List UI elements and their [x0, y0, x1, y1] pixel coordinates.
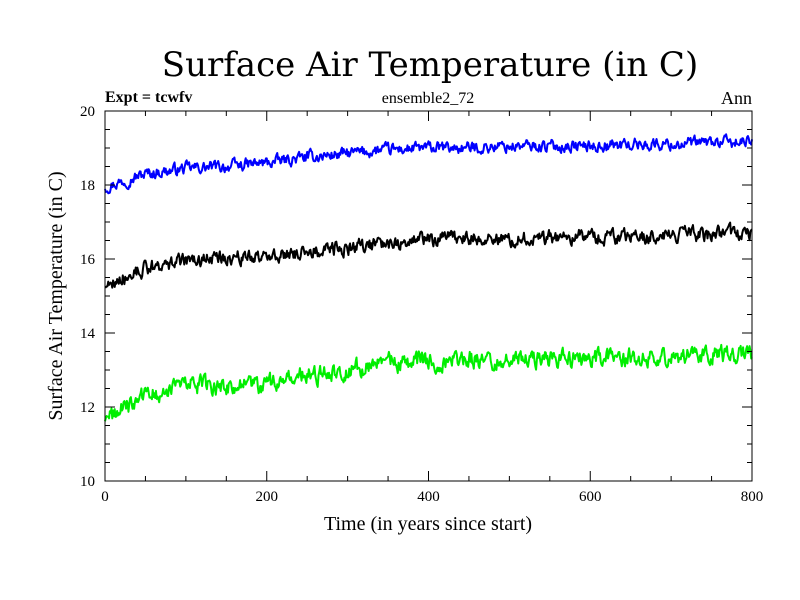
ensemble-label: ensemble2_72 — [382, 90, 474, 107]
x-tick-label: 0 — [101, 489, 109, 505]
series-layer — [104, 133, 753, 422]
y-axis-label: Surface Air Temperature (in C) — [45, 171, 67, 420]
y-tick-label: 20 — [80, 104, 95, 120]
y-tick-label: 16 — [80, 252, 96, 268]
series-line-lower — [104, 343, 753, 422]
x-tick-label: 800 — [741, 489, 764, 505]
y-tick-label: 18 — [80, 178, 95, 194]
experiment-label: Expt = tcwfv — [105, 89, 192, 106]
plot-frame — [104, 110, 753, 482]
chart-title: Surface Air Temperature (in C) — [162, 45, 698, 85]
x-tick-label: 400 — [417, 489, 440, 505]
series-line-upper — [104, 133, 753, 195]
x-axis-label: Time (in years since start) — [324, 513, 532, 535]
y-tick-label: 12 — [80, 400, 95, 416]
x-tick-label: 600 — [579, 489, 602, 505]
y-tick-label: 14 — [80, 326, 96, 342]
period-label: Ann — [721, 88, 752, 108]
tick-labels: 0 200 400 600 800 10 12 14 16 18 20 — [80, 104, 763, 505]
series-line-middle — [104, 221, 753, 289]
x-tick-label: 200 — [256, 489, 279, 505]
y-tick-label: 10 — [80, 474, 95, 490]
